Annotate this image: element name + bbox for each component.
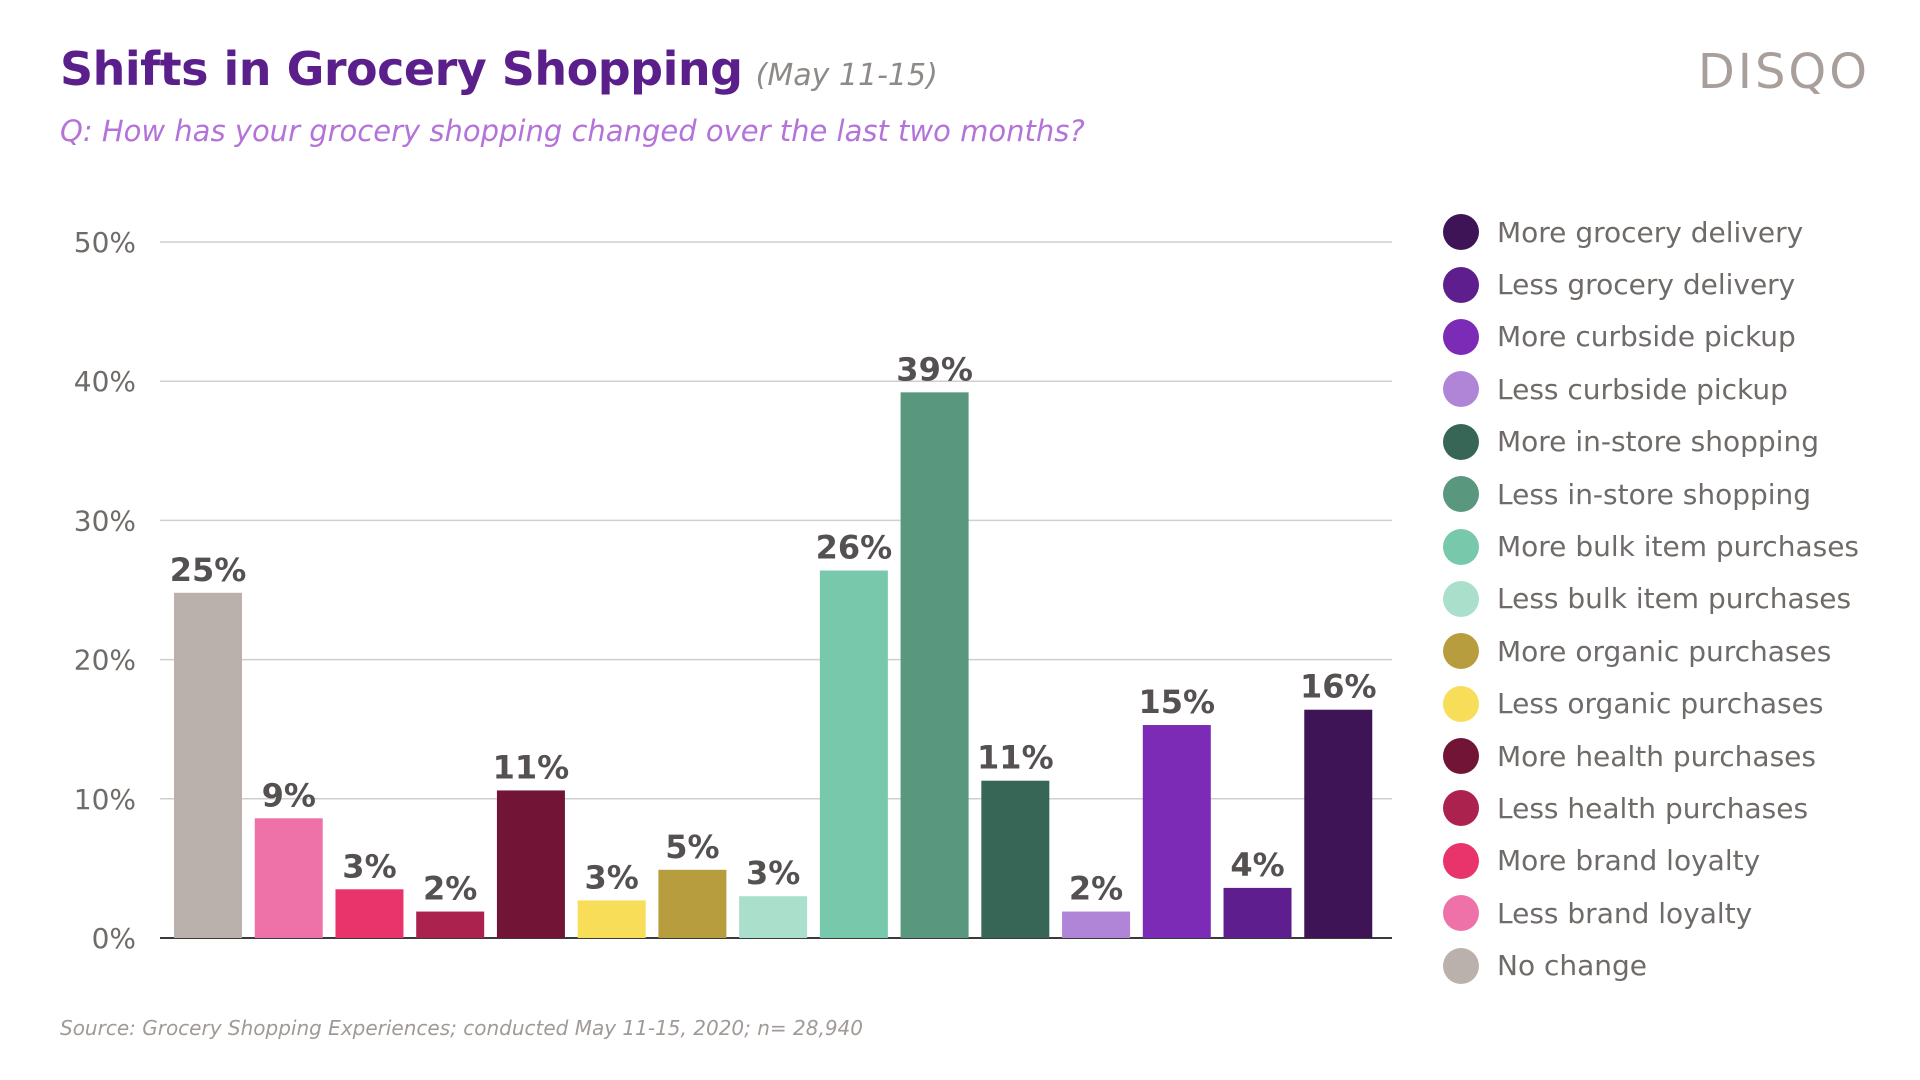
legend-swatch — [1443, 476, 1479, 513]
y-tick-label: 40% — [74, 365, 136, 398]
legend-swatch — [1443, 790, 1479, 827]
bar — [174, 592, 242, 938]
legend-label: Less grocery delivery — [1497, 268, 1796, 302]
legend-swatch — [1443, 633, 1479, 670]
legend-swatch — [1443, 318, 1479, 355]
bar — [1142, 725, 1211, 938]
data-label: 5% — [665, 828, 719, 866]
legend-swatch — [1443, 947, 1479, 984]
bar — [819, 570, 888, 938]
data-label: 3% — [746, 854, 800, 892]
chart-legend: More grocery delivery Less grocery delive… — [1443, 206, 1859, 992]
source-note: Source: Grocery Shopping Experiences; co… — [60, 1016, 864, 1040]
bar — [335, 889, 404, 938]
data-label: 26% — [816, 529, 893, 567]
legend-label: More grocery delivery — [1497, 215, 1804, 249]
legend-swatch — [1443, 266, 1479, 303]
data-label: 3% — [585, 858, 639, 896]
legend-item: No change — [1443, 939, 1859, 991]
data-label: 11% — [493, 748, 570, 786]
legend-item: Less grocery delivery — [1443, 258, 1859, 310]
legend-swatch — [1443, 685, 1479, 722]
legend-item: More in-store shopping — [1443, 416, 1859, 468]
legend-label: Less health purchases — [1497, 791, 1809, 825]
legend-item: Less health purchases — [1443, 782, 1859, 834]
data-label: 11% — [977, 739, 1054, 777]
legend-swatch — [1443, 895, 1479, 932]
legend-label: Less organic purchases — [1497, 687, 1824, 721]
legend-label: Less curbside pickup — [1497, 372, 1788, 406]
legend-swatch — [1443, 580, 1479, 617]
legend-label: More curbside pickup — [1497, 320, 1796, 354]
data-label: 9% — [262, 776, 316, 814]
bar-chart: 0% 10% 20% 30% 40% 50% 25% 9% 3% 2% 11% 3% 5% 3% 26% 39… — [74, 226, 1392, 955]
legend-label: Less brand loyalty — [1497, 896, 1753, 930]
data-label: 2% — [1069, 870, 1123, 908]
bar — [658, 869, 727, 938]
data-label: 25% — [170, 551, 247, 589]
data-label: 39% — [896, 350, 973, 388]
legend-item: Less curbside pickup — [1443, 363, 1859, 415]
legend-label: Less bulk item purchases — [1497, 582, 1852, 616]
data-label: 15% — [1139, 683, 1216, 721]
bar — [900, 392, 969, 938]
legend-swatch — [1443, 371, 1479, 408]
legend-swatch — [1443, 842, 1479, 879]
disqo-logo: DISQO — [1697, 44, 1870, 100]
survey-question: Q: How has your grocery shopping changed… — [60, 114, 1085, 148]
bar — [254, 818, 323, 938]
legend-item: More organic purchases — [1443, 625, 1859, 677]
legend-swatch — [1443, 214, 1479, 251]
y-tick-label: 50% — [74, 226, 136, 259]
legend-swatch — [1443, 423, 1479, 460]
legend-item: Less bulk item purchases — [1443, 573, 1859, 625]
legend-item: Less in-store shopping — [1443, 468, 1859, 520]
legend-item: More grocery delivery — [1443, 206, 1859, 258]
bar — [739, 896, 808, 938]
legend-label: No change — [1497, 949, 1648, 983]
legend-item: More brand loyalty — [1443, 835, 1859, 887]
legend-label: More brand loyalty — [1497, 844, 1761, 878]
legend-swatch — [1443, 738, 1479, 775]
title-row: Shifts in Grocery Shopping (May 11-15) — [60, 42, 938, 96]
bar — [1062, 911, 1131, 938]
legend-item: Less brand loyalty — [1443, 887, 1859, 939]
bar — [416, 911, 485, 938]
bar — [496, 790, 565, 938]
legend-label: Less in-store shopping — [1497, 477, 1812, 511]
legend-label: More organic purchases — [1497, 634, 1832, 668]
legend-swatch — [1443, 528, 1479, 565]
y-tick-label: 0% — [92, 922, 136, 955]
bar — [577, 900, 646, 938]
data-label: 4% — [1230, 846, 1284, 884]
legend-label: More health purchases — [1497, 739, 1816, 773]
data-label: 3% — [342, 847, 396, 885]
legend-label: More in-store shopping — [1497, 425, 1819, 459]
legend-item: More health purchases — [1443, 730, 1859, 782]
legend-item: More curbside pickup — [1443, 311, 1859, 363]
y-tick-label: 20% — [74, 644, 136, 677]
chart-title: Shifts in Grocery Shopping — [60, 42, 743, 96]
data-label: 2% — [423, 870, 477, 908]
y-tick-label: 10% — [74, 783, 136, 816]
legend-label: More bulk item purchases — [1497, 530, 1860, 564]
bar — [1223, 887, 1292, 938]
data-label: 16% — [1300, 668, 1377, 706]
y-tick-label: 30% — [74, 504, 136, 537]
bar — [1304, 709, 1373, 938]
legend-item: More bulk item purchases — [1443, 520, 1859, 572]
legend-item: Less organic purchases — [1443, 678, 1859, 730]
bar — [981, 780, 1050, 938]
chart-date: (May 11-15) — [755, 58, 938, 93]
